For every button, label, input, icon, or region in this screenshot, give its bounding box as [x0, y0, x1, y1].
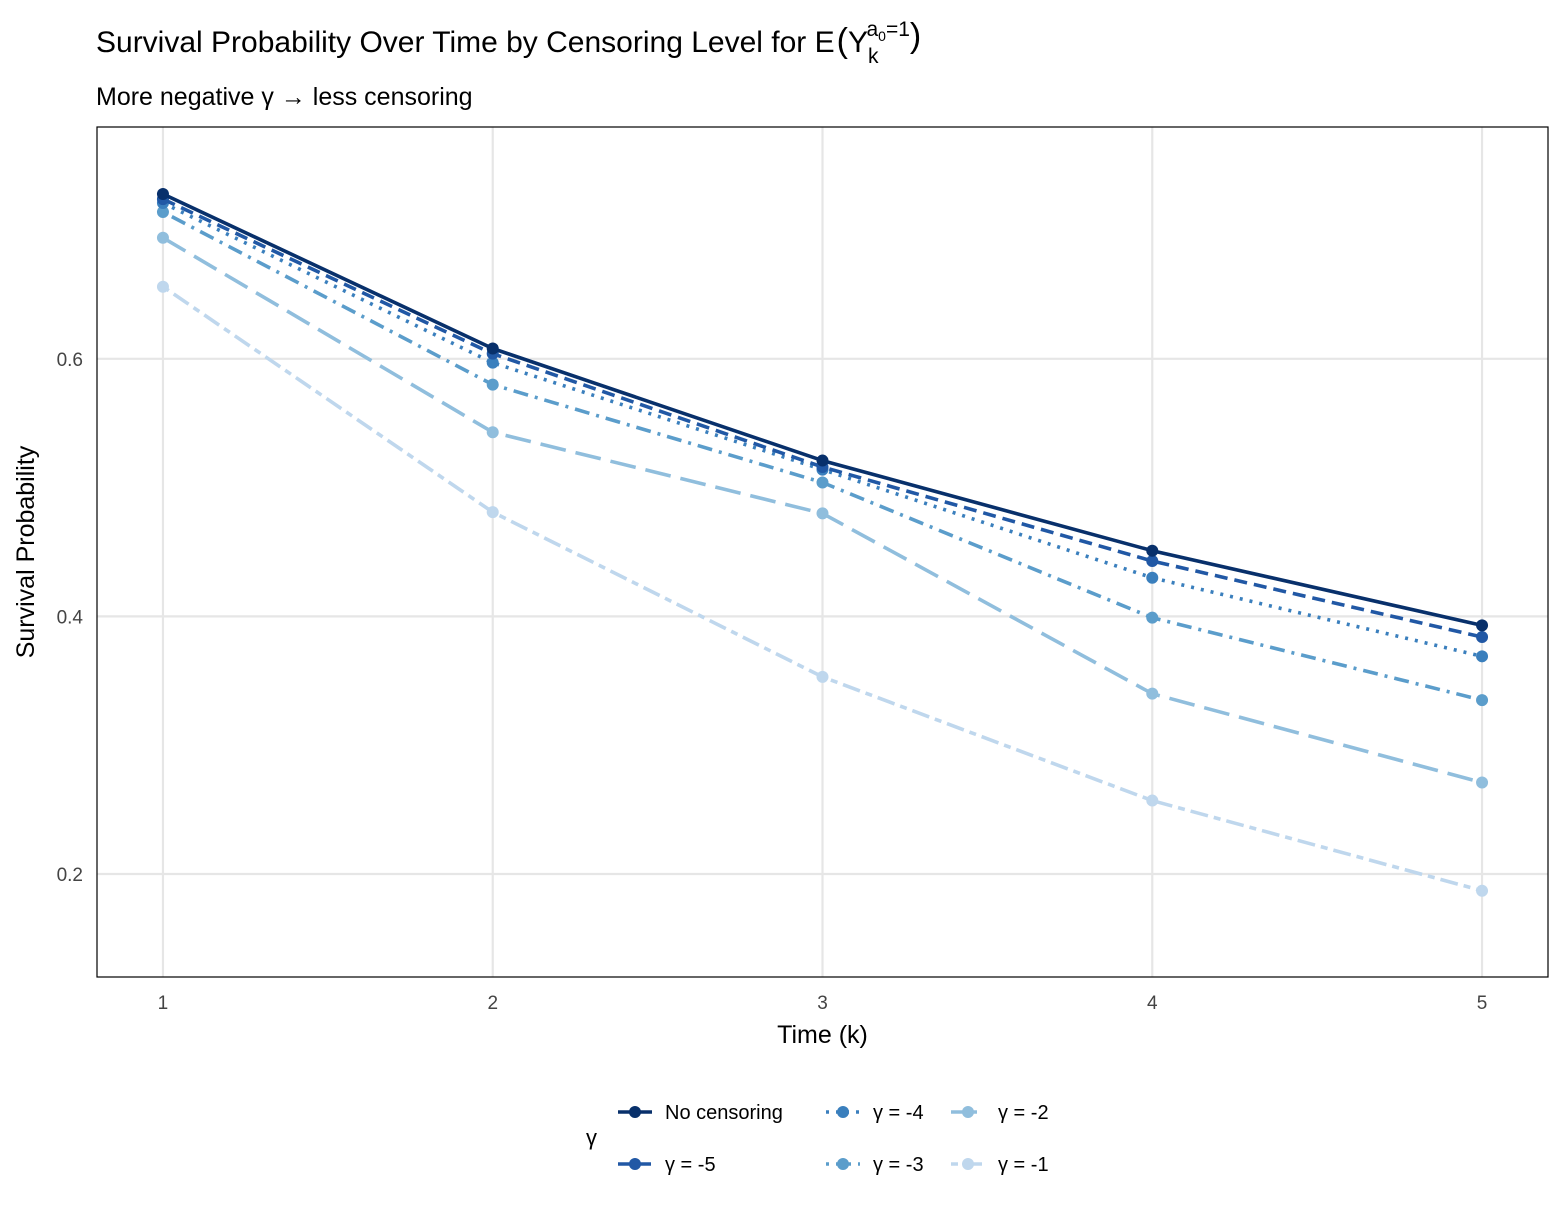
data-point [486, 506, 499, 519]
data-point [816, 507, 829, 520]
legend-label: γ = -5 [665, 1154, 716, 1176]
legend-key-point [629, 1158, 641, 1170]
data-point [1476, 884, 1489, 897]
data-point [1146, 571, 1159, 584]
title-paren-open: ( [837, 22, 849, 60]
legend-item: γ = -4 [826, 1102, 924, 1124]
legend-item: γ = -5 [618, 1154, 716, 1176]
data-point [486, 378, 499, 391]
data-point [816, 454, 829, 467]
legend-key-point [629, 1106, 641, 1118]
data-point [1146, 794, 1159, 807]
data-point [1476, 631, 1489, 643]
legend-item: No censoring [618, 1102, 783, 1124]
plot-panel-border [96, 126, 1549, 978]
x-tick-label: 3 [817, 993, 828, 1014]
series-5 [156, 231, 1489, 789]
x-axis-title: Time (k) [777, 1021, 868, 1049]
legend-key-point [962, 1158, 974, 1170]
chart-subtitle: More negative γ → less censoring [96, 83, 473, 111]
data-point [1146, 544, 1159, 557]
data-point [486, 426, 499, 439]
data-point [486, 342, 499, 355]
data-point [1476, 650, 1489, 663]
data-point [1476, 776, 1489, 789]
title-paren-close: ) [910, 17, 921, 55]
y-axis-title: Survival Probability [12, 445, 40, 658]
legend-label: γ = -1 [998, 1154, 1049, 1176]
data-point [156, 280, 169, 293]
series-4 [156, 206, 1489, 707]
series-layer [156, 187, 1489, 897]
data-point [1146, 687, 1159, 700]
x-tick-label: 2 [487, 993, 498, 1014]
legend-item: γ = -1 [951, 1154, 1049, 1176]
legend-label: γ = -4 [873, 1102, 924, 1124]
title-sup-a: a [866, 18, 878, 41]
data-point [156, 206, 169, 218]
y-tick-label: 0.4 [57, 607, 84, 628]
data-point [1146, 555, 1159, 568]
legend-key-point [962, 1106, 974, 1118]
y-tick-label: 0.2 [57, 865, 83, 886]
data-point [486, 356, 499, 369]
x-tick-label: 4 [1147, 993, 1158, 1014]
data-point [156, 187, 169, 200]
chart-title: Survival Probability Over Time by Censor… [96, 17, 921, 68]
legend: γ No censoring γ = -5 γ = -4 γ = -3 γ = -2 γ … [586, 1102, 1049, 1176]
legend-item: γ = -2 [951, 1102, 1049, 1124]
legend-key-point [837, 1158, 849, 1170]
legend-title: γ [586, 1125, 597, 1150]
series-1 [156, 187, 1489, 632]
legend-label: γ = -3 [873, 1154, 924, 1176]
title-sup-sub: 0 [878, 28, 886, 44]
legend-item: γ = -3 [826, 1154, 924, 1176]
x-tick-label: 1 [158, 993, 169, 1014]
x-tick-label: 5 [1477, 993, 1488, 1014]
data-point [156, 231, 169, 244]
legend-key-point [837, 1106, 849, 1118]
legend-label: No censoring [665, 1102, 783, 1124]
y-tick-label: 0.6 [57, 350, 83, 371]
data-point [816, 670, 829, 683]
legend-label: γ = -2 [998, 1102, 1049, 1124]
series-6 [156, 280, 1489, 897]
data-point [816, 476, 829, 489]
data-point [1476, 694, 1489, 707]
title-sup-tail: =1 [886, 18, 910, 41]
axis-ticks: 1 2 3 4 5 0.2 0.4 0.6 [57, 350, 1488, 1014]
data-point [1476, 619, 1489, 632]
grid-lines [97, 127, 1548, 977]
data-point [1146, 611, 1159, 624]
title-sub: k [868, 45, 879, 68]
